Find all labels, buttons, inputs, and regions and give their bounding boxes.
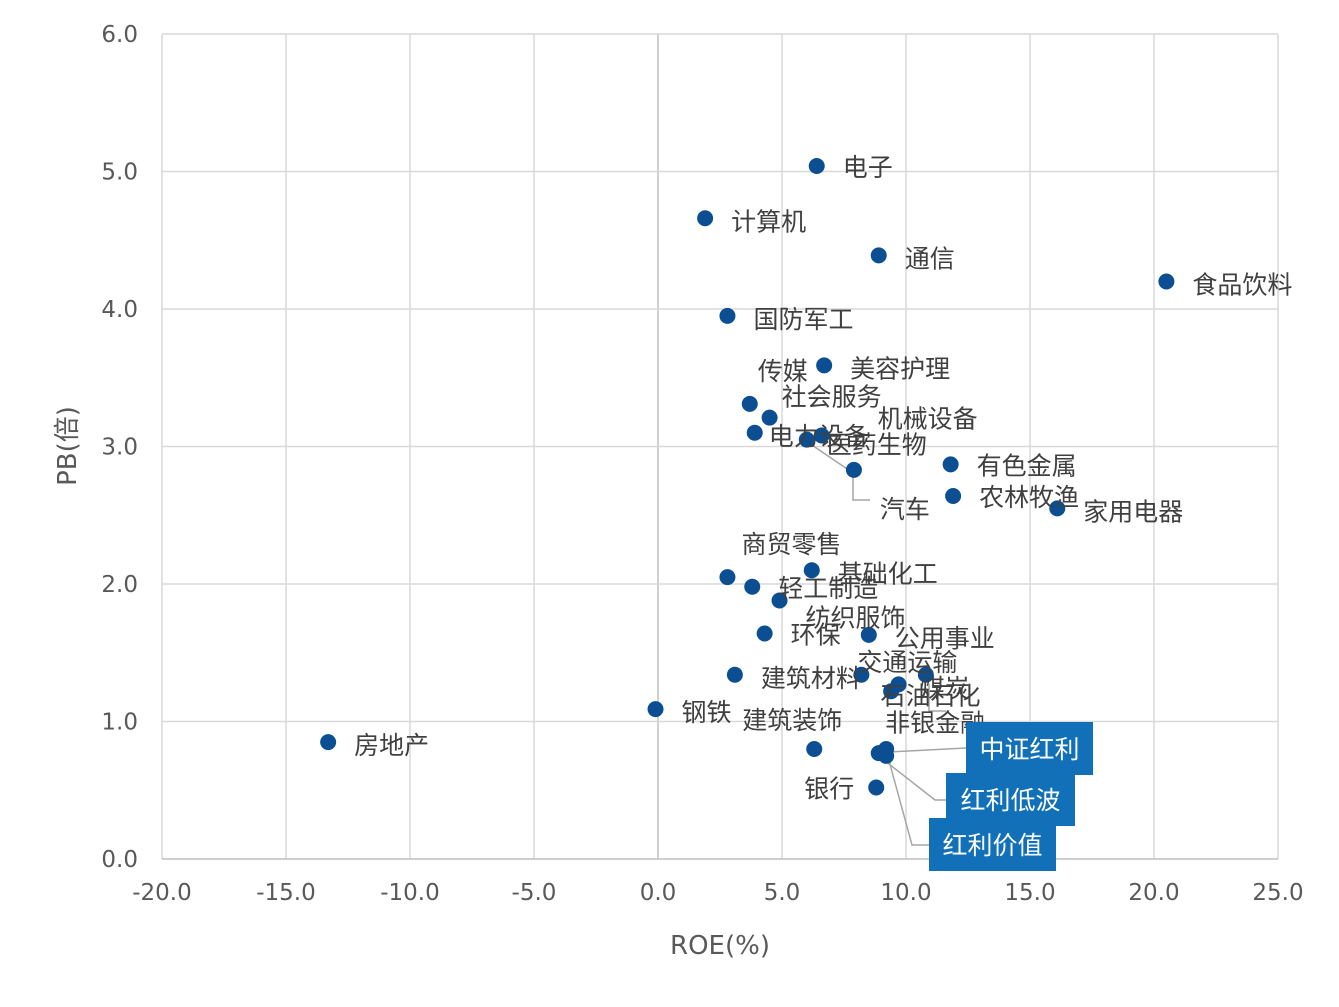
data-point xyxy=(697,210,714,227)
data-point xyxy=(320,734,337,751)
data-label: 家用电器 xyxy=(1083,497,1183,526)
highlight-label-box xyxy=(946,773,1075,826)
x-axis-title: ROE(%) xyxy=(670,931,770,961)
data-label: 通信 xyxy=(905,244,955,273)
x-tick-label: -10.0 xyxy=(380,880,440,906)
y-tick-label: 4.0 xyxy=(101,297,138,323)
data-label: 银行 xyxy=(804,775,854,804)
data-label: 计算机 xyxy=(731,207,806,236)
data-label: 煤炭 xyxy=(920,674,970,703)
data-point xyxy=(813,427,830,444)
data-point xyxy=(726,666,743,683)
data-label: 建筑材料 xyxy=(761,664,861,693)
data-label: 环保 xyxy=(791,621,841,650)
data-label: 汽车 xyxy=(880,495,930,524)
data-point xyxy=(917,666,934,683)
data-point xyxy=(719,307,736,324)
y-tick-label: 2.0 xyxy=(101,572,138,598)
data-label: 美容护理 xyxy=(850,354,950,383)
data-label: 交通运输 xyxy=(857,648,957,677)
data-label: 医药生物 xyxy=(827,431,927,460)
x-tick-label: 0.0 xyxy=(640,880,677,906)
data-point xyxy=(860,626,877,643)
data-point xyxy=(741,395,758,412)
data-point xyxy=(816,357,833,374)
highlight-label-box xyxy=(966,722,1093,775)
data-label: 轻工制造 xyxy=(778,574,878,603)
data-point xyxy=(942,456,959,473)
leader-line xyxy=(852,470,870,501)
data-point xyxy=(719,569,736,586)
data-label: 传媒 xyxy=(758,357,808,386)
data-point xyxy=(883,683,900,700)
data-label: 商贸零售 xyxy=(741,530,841,559)
data-point xyxy=(868,779,885,796)
y-tick-label: 0.0 xyxy=(101,847,138,873)
data-point xyxy=(744,578,761,595)
x-tick-label: -15.0 xyxy=(256,880,316,906)
y-tick-label: 6.0 xyxy=(101,22,138,48)
data-label: 机械设备 xyxy=(878,405,978,434)
data-label: 电子 xyxy=(843,153,893,182)
y-tick-label: 1.0 xyxy=(101,710,138,736)
x-tick-label: 25.0 xyxy=(1252,880,1303,906)
data-label: 房地产 xyxy=(354,731,429,760)
data-label: 食品饮料 xyxy=(1192,271,1292,300)
data-label: 公用事业 xyxy=(895,624,995,653)
highlight-label: 中证红利 xyxy=(979,735,1079,764)
data-point xyxy=(945,488,962,504)
highlight-leader-line xyxy=(887,756,929,846)
data-point xyxy=(761,409,778,426)
data-point xyxy=(1049,500,1066,517)
x-tick-label: 15.0 xyxy=(1004,880,1055,906)
grid-lines xyxy=(161,33,1279,859)
data-point xyxy=(808,158,825,174)
axes: -20.0 -15.0 -10.0 -5.0 0.0 5.0 10.0 15.0 20.0 25.… xyxy=(101,22,1303,906)
data-label: 基础化工 xyxy=(838,559,938,588)
x-tick-label: 20.0 xyxy=(1128,880,1179,906)
y-tick-label: 3.0 xyxy=(101,435,138,461)
highlight-label: 红利低波 xyxy=(960,786,1060,815)
highlight-label-box xyxy=(929,818,1056,871)
highlight-leader-line xyxy=(887,747,967,753)
data-point xyxy=(803,562,820,579)
data-point xyxy=(756,625,773,642)
data-point xyxy=(845,461,862,478)
highlight-label: 红利价值 xyxy=(942,831,1042,860)
data-point xyxy=(771,592,788,609)
data-point xyxy=(1158,273,1175,290)
data-point xyxy=(647,701,664,718)
x-tick-label: -5.0 xyxy=(512,880,557,906)
data-label: 石油石化 xyxy=(881,681,981,710)
x-tick-label: -20.0 xyxy=(132,880,192,906)
highlight-leader-line xyxy=(879,756,946,801)
data-label: 国防军工 xyxy=(753,305,853,334)
data-point xyxy=(853,666,870,683)
x-tick-label: 10.0 xyxy=(880,880,931,906)
highlight-point xyxy=(878,747,895,764)
data-point xyxy=(870,247,887,264)
data-points xyxy=(320,158,1175,796)
y-axis-title: PB(倍) xyxy=(53,406,83,486)
data-label: 农林牧渔 xyxy=(979,483,1079,512)
data-point xyxy=(798,431,815,448)
data-label: 钢铁 xyxy=(682,698,732,727)
data-label: 纺织服饰 xyxy=(806,604,906,633)
data-point xyxy=(746,424,763,441)
data-label: 建筑装饰 xyxy=(742,706,842,735)
x-tick-label: 5.0 xyxy=(764,880,801,906)
data-label: 电力设备 xyxy=(769,422,869,451)
y-tick-label: 5.0 xyxy=(101,160,138,186)
leader-line xyxy=(928,684,946,712)
data-point xyxy=(806,741,823,757)
data-label: 有色金属 xyxy=(977,451,1077,480)
data-label: 社会服务 xyxy=(782,383,882,412)
